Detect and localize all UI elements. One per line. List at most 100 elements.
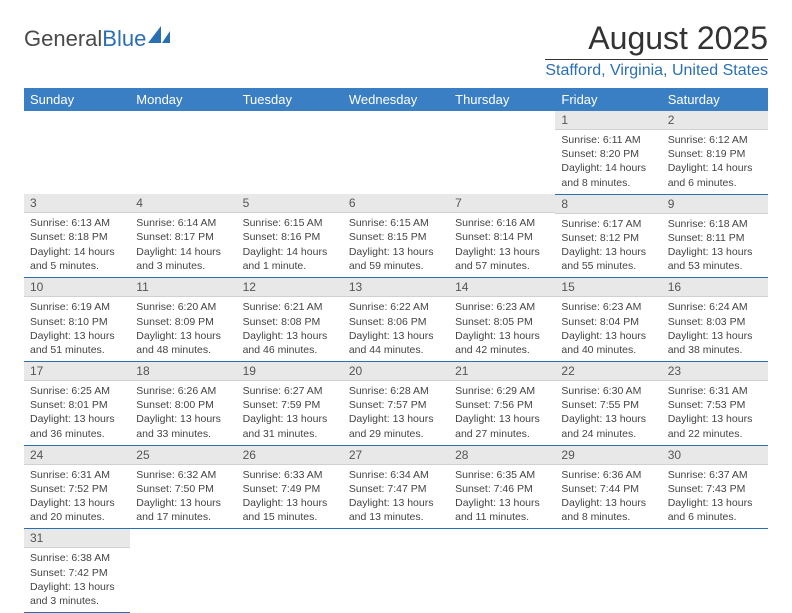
day-info: Sunrise: 6:35 AMSunset: 7:46 PMDaylight:… (449, 465, 555, 529)
calendar-cell: 16Sunrise: 6:24 AMSunset: 8:03 PMDayligh… (662, 278, 768, 362)
day-number: 15 (555, 278, 661, 297)
calendar-cell: 14Sunrise: 6:23 AMSunset: 8:05 PMDayligh… (449, 278, 555, 362)
day-info: Sunrise: 6:24 AMSunset: 8:03 PMDaylight:… (662, 297, 768, 361)
day-number: 20 (343, 362, 449, 381)
weekday-header: Tuesday (237, 88, 343, 111)
weekday-header: Thursday (449, 88, 555, 111)
day-info: Sunrise: 6:23 AMSunset: 8:04 PMDaylight:… (555, 297, 661, 361)
calendar-body: 1Sunrise: 6:11 AMSunset: 8:20 PMDaylight… (24, 111, 768, 613)
calendar-cell: 5Sunrise: 6:15 AMSunset: 8:16 PMDaylight… (237, 194, 343, 278)
weekday-header: Friday (555, 88, 661, 111)
calendar-cell: 11Sunrise: 6:20 AMSunset: 8:09 PMDayligh… (130, 278, 236, 362)
day-info: Sunrise: 6:17 AMSunset: 8:12 PMDaylight:… (555, 214, 661, 278)
calendar-cell: 25Sunrise: 6:32 AMSunset: 7:50 PMDayligh… (130, 445, 236, 529)
calendar-table: SundayMondayTuesdayWednesdayThursdayFrid… (24, 88, 768, 613)
calendar-row: 24Sunrise: 6:31 AMSunset: 7:52 PMDayligh… (24, 445, 768, 529)
day-number: 8 (555, 195, 661, 214)
day-info: Sunrise: 6:25 AMSunset: 8:01 PMDaylight:… (24, 381, 130, 445)
calendar-cell: 28Sunrise: 6:35 AMSunset: 7:46 PMDayligh… (449, 445, 555, 529)
calendar-head: SundayMondayTuesdayWednesdayThursdayFrid… (24, 88, 768, 111)
calendar-cell: 26Sunrise: 6:33 AMSunset: 7:49 PMDayligh… (237, 445, 343, 529)
day-number: 30 (662, 446, 768, 465)
calendar-cell: 9Sunrise: 6:18 AMSunset: 8:11 PMDaylight… (662, 194, 768, 278)
calendar-cell: 12Sunrise: 6:21 AMSunset: 8:08 PMDayligh… (237, 278, 343, 362)
calendar-cell (343, 111, 449, 194)
day-info: Sunrise: 6:27 AMSunset: 7:59 PMDaylight:… (237, 381, 343, 445)
day-number: 12 (237, 278, 343, 297)
calendar-cell (449, 111, 555, 194)
day-info: Sunrise: 6:30 AMSunset: 7:55 PMDaylight:… (555, 381, 661, 445)
day-info: Sunrise: 6:19 AMSunset: 8:10 PMDaylight:… (24, 297, 130, 361)
calendar-cell (130, 111, 236, 194)
day-info: Sunrise: 6:23 AMSunset: 8:05 PMDaylight:… (449, 297, 555, 361)
day-number: 3 (24, 194, 130, 213)
calendar-row: 1Sunrise: 6:11 AMSunset: 8:20 PMDaylight… (24, 111, 768, 194)
day-number: 5 (237, 194, 343, 213)
title-block: August 2025 Stafford, Virginia, United S… (545, 20, 768, 80)
calendar-cell: 20Sunrise: 6:28 AMSunset: 7:57 PMDayligh… (343, 362, 449, 446)
calendar-cell: 30Sunrise: 6:37 AMSunset: 7:43 PMDayligh… (662, 445, 768, 529)
day-number: 10 (24, 278, 130, 297)
day-number: 24 (24, 446, 130, 465)
location-text: Stafford, Virginia, United States (545, 62, 768, 80)
day-number: 6 (343, 194, 449, 213)
day-info: Sunrise: 6:37 AMSunset: 7:43 PMDaylight:… (662, 465, 768, 529)
weekday-header: Saturday (662, 88, 768, 111)
calendar-cell: 3Sunrise: 6:13 AMSunset: 8:18 PMDaylight… (24, 194, 130, 278)
day-number: 25 (130, 446, 236, 465)
day-number: 31 (24, 529, 130, 548)
calendar-cell: 29Sunrise: 6:36 AMSunset: 7:44 PMDayligh… (555, 445, 661, 529)
day-info: Sunrise: 6:13 AMSunset: 8:18 PMDaylight:… (24, 213, 130, 277)
day-number: 18 (130, 362, 236, 381)
weekday-header: Sunday (24, 88, 130, 111)
day-number: 14 (449, 278, 555, 297)
calendar-cell: 27Sunrise: 6:34 AMSunset: 7:47 PMDayligh… (343, 445, 449, 529)
day-number: 19 (237, 362, 343, 381)
day-info: Sunrise: 6:11 AMSunset: 8:20 PMDaylight:… (555, 130, 661, 194)
calendar-cell: 7Sunrise: 6:16 AMSunset: 8:14 PMDaylight… (449, 194, 555, 278)
calendar-row: 10Sunrise: 6:19 AMSunset: 8:10 PMDayligh… (24, 278, 768, 362)
calendar-cell (130, 529, 236, 613)
calendar-cell: 24Sunrise: 6:31 AMSunset: 7:52 PMDayligh… (24, 445, 130, 529)
calendar-cell (555, 529, 661, 613)
day-info: Sunrise: 6:28 AMSunset: 7:57 PMDaylight:… (343, 381, 449, 445)
calendar-cell: 10Sunrise: 6:19 AMSunset: 8:10 PMDayligh… (24, 278, 130, 362)
day-info: Sunrise: 6:16 AMSunset: 8:14 PMDaylight:… (449, 213, 555, 277)
calendar-row: 3Sunrise: 6:13 AMSunset: 8:18 PMDaylight… (24, 194, 768, 278)
day-info: Sunrise: 6:34 AMSunset: 7:47 PMDaylight:… (343, 465, 449, 529)
day-info: Sunrise: 6:12 AMSunset: 8:19 PMDaylight:… (662, 130, 768, 194)
day-number: 13 (343, 278, 449, 297)
calendar-cell (237, 111, 343, 194)
day-info: Sunrise: 6:36 AMSunset: 7:44 PMDaylight:… (555, 465, 661, 529)
day-number: 26 (237, 446, 343, 465)
calendar-cell: 31Sunrise: 6:38 AMSunset: 7:42 PMDayligh… (24, 529, 130, 613)
day-number: 7 (449, 194, 555, 213)
day-info: Sunrise: 6:22 AMSunset: 8:06 PMDaylight:… (343, 297, 449, 361)
day-number: 9 (662, 195, 768, 214)
calendar-cell: 1Sunrise: 6:11 AMSunset: 8:20 PMDaylight… (555, 111, 661, 194)
day-number: 17 (24, 362, 130, 381)
day-number: 21 (449, 362, 555, 381)
day-number: 16 (662, 278, 768, 297)
weekday-header: Monday (130, 88, 236, 111)
day-info: Sunrise: 6:31 AMSunset: 7:53 PMDaylight:… (662, 381, 768, 445)
day-number: 22 (555, 362, 661, 381)
day-number: 23 (662, 362, 768, 381)
calendar-cell: 2Sunrise: 6:12 AMSunset: 8:19 PMDaylight… (662, 111, 768, 194)
calendar-cell: 6Sunrise: 6:15 AMSunset: 8:15 PMDaylight… (343, 194, 449, 278)
calendar-cell: 13Sunrise: 6:22 AMSunset: 8:06 PMDayligh… (343, 278, 449, 362)
weekday-header: Wednesday (343, 88, 449, 111)
day-info: Sunrise: 6:15 AMSunset: 8:15 PMDaylight:… (343, 213, 449, 277)
calendar-cell (237, 529, 343, 613)
day-info: Sunrise: 6:33 AMSunset: 7:49 PMDaylight:… (237, 465, 343, 529)
calendar-cell: 22Sunrise: 6:30 AMSunset: 7:55 PMDayligh… (555, 362, 661, 446)
calendar-cell: 15Sunrise: 6:23 AMSunset: 8:04 PMDayligh… (555, 278, 661, 362)
logo-text-general: General (24, 26, 102, 52)
day-number: 11 (130, 278, 236, 297)
day-info: Sunrise: 6:29 AMSunset: 7:56 PMDaylight:… (449, 381, 555, 445)
calendar-row: 31Sunrise: 6:38 AMSunset: 7:42 PMDayligh… (24, 529, 768, 613)
day-info: Sunrise: 6:38 AMSunset: 7:42 PMDaylight:… (24, 548, 130, 612)
day-number: 27 (343, 446, 449, 465)
page-title: August 2025 (545, 20, 768, 60)
header: GeneralBlue August 2025 Stafford, Virgin… (24, 20, 768, 80)
